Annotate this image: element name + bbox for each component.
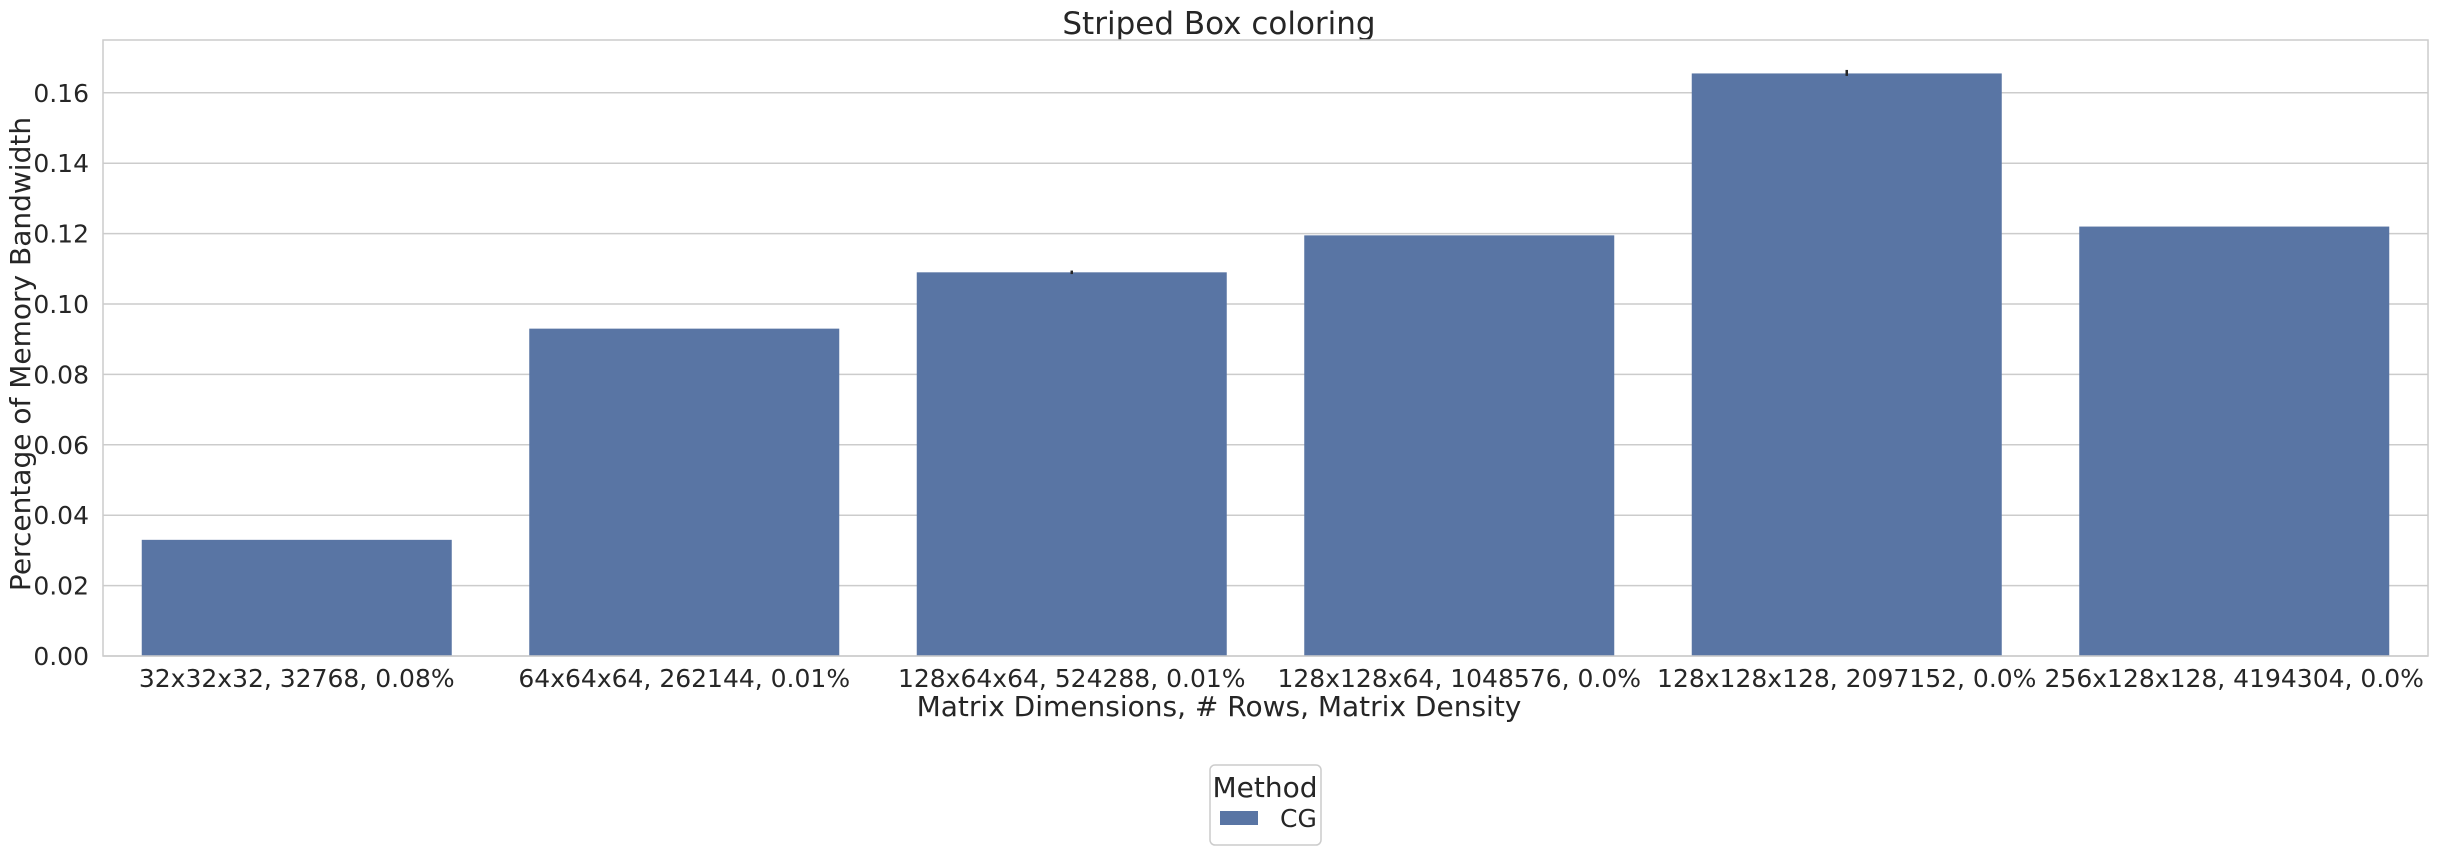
- grid-lines: [103, 92, 2428, 657]
- x-axis-label: Matrix Dimensions, # Rows, Matrix Densit…: [917, 690, 1522, 723]
- legend: Method CG: [1209, 764, 1322, 846]
- error-bars: [1070, 69, 1848, 275]
- legend-label-cg: CG: [1280, 804, 1317, 833]
- legend-swatch-cg: [1220, 811, 1258, 825]
- bar: [1691, 73, 2002, 656]
- x-tick-label: 32x32x32, 32768, 0.08%: [139, 664, 455, 693]
- chart-title: Striped Box coloring: [1062, 6, 1375, 42]
- y-tick-label: 0.08: [33, 360, 89, 389]
- bars: [141, 73, 2390, 657]
- x-tick-labels: 32x32x32, 32768, 0.08% 64x64x64, 262144, …: [139, 664, 2424, 693]
- bar: [141, 539, 452, 656]
- y-tick-label: 0.04: [33, 501, 89, 530]
- y-tick-label: 0.06: [33, 431, 89, 460]
- y-tick-label: 0.00: [33, 642, 89, 671]
- x-tick-label: 128x128x64, 1048576, 0.0%: [1278, 664, 1641, 693]
- y-tick-label: 0.10: [33, 290, 89, 319]
- plot-frame: [102, 39, 2429, 657]
- x-tick-label: 128x64x64, 524288, 0.01%: [898, 664, 1246, 693]
- y-tick-label: 0.16: [33, 79, 89, 108]
- y-tick-label: 0.14: [33, 149, 89, 178]
- y-axis-label: Percentage of Memory Bandwidth: [4, 117, 37, 591]
- bar: [916, 272, 1227, 656]
- x-tick-label: 256x128x128, 4194304, 0.0%: [2045, 664, 2424, 693]
- bar: [529, 328, 840, 656]
- bar: [2079, 226, 2390, 656]
- x-tick-label: 64x64x64, 262144, 0.01%: [518, 664, 850, 693]
- legend-title: Method: [1212, 771, 1317, 804]
- y-tick-labels: 0.00 0.02 0.04 0.06 0.08 0.10 0.12 0.14 0.16: [33, 79, 89, 671]
- x-tick-label: 128x128x128, 2097152, 0.0%: [1657, 664, 2036, 693]
- y-tick-label: 0.02: [33, 572, 89, 601]
- bar: [1304, 235, 1615, 657]
- y-tick-label: 0.12: [33, 220, 89, 249]
